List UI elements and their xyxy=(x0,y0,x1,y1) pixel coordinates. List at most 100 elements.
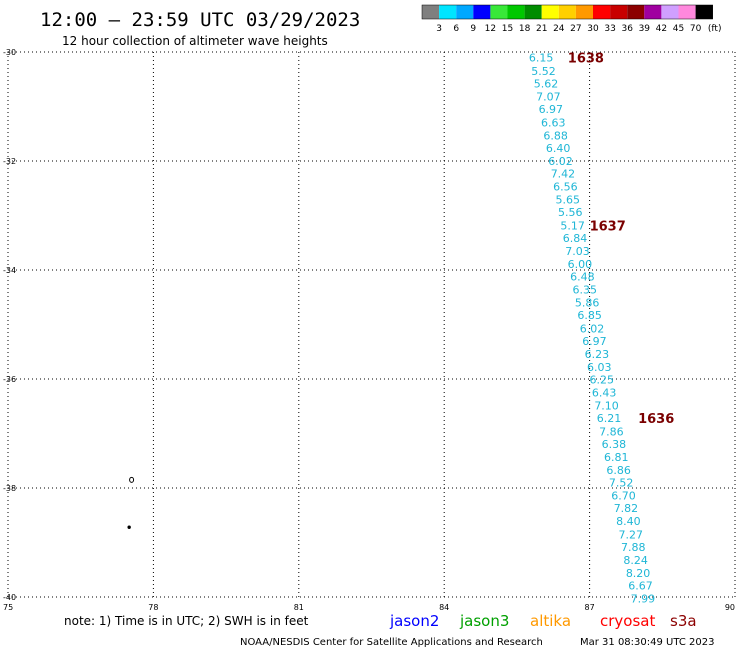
wave-height-label: 7.88 xyxy=(621,541,646,554)
wave-height-label: 7.07 xyxy=(536,91,561,104)
wave-height-label: 6.15 xyxy=(529,51,554,64)
wave-height-label: 6.88 xyxy=(543,129,568,142)
pass-time-label: 1637 xyxy=(590,219,626,234)
color-scale-label: 18 xyxy=(519,24,531,34)
color-swatch xyxy=(524,5,542,19)
footer-timestamp: Mar 31 08:30:49 UTC 2023 xyxy=(580,637,715,648)
color-scale-label: 9 xyxy=(470,24,476,34)
wave-height-label: 8.40 xyxy=(616,515,641,528)
wave-height-label: 6.97 xyxy=(539,103,564,116)
wave-height-label: 6.48 xyxy=(570,271,595,284)
color-scale-label: 3 xyxy=(436,24,442,34)
wave-height-label: 7.10 xyxy=(594,400,619,413)
land-features xyxy=(127,476,135,529)
color-swatch xyxy=(678,5,696,19)
color-scale-label: 12 xyxy=(485,24,496,34)
x-tick-label: 84 xyxy=(439,603,449,612)
wave-height-label: 6.43 xyxy=(592,387,617,400)
y-tick-label: -40 xyxy=(3,593,16,602)
y-tick-label: -32 xyxy=(3,157,16,166)
color-swatch xyxy=(541,5,559,19)
satellite-label-cryosat: cryosat xyxy=(600,612,655,630)
wave-height-label: 8.20 xyxy=(626,567,651,580)
color-swatch xyxy=(422,5,440,19)
wave-height-label: 7.86 xyxy=(599,425,624,438)
color-swatch xyxy=(439,5,457,19)
wave-height-label: 6.63 xyxy=(541,116,566,129)
color-scale-legend: 3 6 9 12 15 18 21 24 27 30 33 36 39 42 45 70 (ft) xyxy=(421,4,722,34)
wave-height-label: 6.00 xyxy=(568,258,593,271)
wave-height-label: 6.02 xyxy=(580,322,605,335)
chart-title: 12:00 – 23:59 UTC 03/29/2023 xyxy=(40,9,360,31)
wave-height-label: 6.70 xyxy=(611,490,636,503)
color-scale-label: 6 xyxy=(453,24,459,34)
wave-height-label: 7.82 xyxy=(614,502,639,515)
satellite-label-altika: altika xyxy=(530,612,571,630)
color-scale-label: 42 xyxy=(656,24,667,34)
y-tick-label: -34 xyxy=(3,266,16,275)
wave-height-label: 6.23 xyxy=(585,348,610,361)
axis-ticks: 75 78 81 84 87 90 -30 -32 -34 -36 -38 -40 xyxy=(3,48,735,612)
wave-height-label: 6.38 xyxy=(602,438,627,451)
y-tick-label: -36 xyxy=(3,375,16,384)
wave-height-label: 6.84 xyxy=(563,232,588,245)
wave-height-label: 6.81 xyxy=(604,451,629,464)
wave-height-label: 6.67 xyxy=(628,580,653,593)
x-tick-label: 75 xyxy=(3,603,13,612)
wave-height-label: 8.24 xyxy=(623,554,648,567)
grid xyxy=(7,51,736,598)
color-swatch xyxy=(456,5,474,19)
x-tick-label: 81 xyxy=(294,603,304,612)
x-tick-label: 90 xyxy=(725,603,735,612)
y-tick-label: -38 xyxy=(3,484,16,493)
color-swatch xyxy=(575,5,593,19)
wave-height-label: 5.65 xyxy=(556,194,581,207)
pass-time-label: 1636 xyxy=(638,412,674,427)
wave-height-label: 7.99 xyxy=(631,593,656,606)
wave-height-label: 7.52 xyxy=(609,477,634,490)
satellite-label-jason3: jason3 xyxy=(459,612,509,630)
pass-time-labels: 1638 1637 1636 xyxy=(568,51,674,427)
color-scale-label: 21 xyxy=(536,24,547,34)
color-swatch xyxy=(490,5,508,19)
satellite-label-s3a: s3a xyxy=(670,612,697,630)
color-swatch xyxy=(593,5,611,19)
wave-height-label: 6.25 xyxy=(589,374,614,387)
color-swatch xyxy=(507,5,525,19)
chart-subtitle: 12 hour collection of altimeter wave hei… xyxy=(62,34,328,48)
color-scale-unit: (ft) xyxy=(708,24,722,34)
wave-height-label: 5.52 xyxy=(531,65,556,78)
color-scale-label: 45 xyxy=(673,24,684,34)
wave-height-label: 7.27 xyxy=(619,528,644,541)
color-swatch xyxy=(473,5,491,19)
color-swatch xyxy=(695,5,713,19)
wave-height-label: 6.21 xyxy=(597,412,622,425)
wave-height-label: 6.03 xyxy=(587,361,612,374)
footer-credit: NOAA/NESDIS Center for Satellite Applica… xyxy=(240,637,543,648)
color-swatch xyxy=(558,5,576,19)
color-swatch xyxy=(610,5,628,19)
satellite-legend: jason2 jason3 altika cryosat s3a xyxy=(389,612,697,630)
color-scale-label: 70 xyxy=(690,24,702,34)
color-scale-border xyxy=(421,4,713,20)
color-swatch xyxy=(644,5,662,19)
wave-height-label: 6.02 xyxy=(548,155,573,168)
wave-height-labels: 6.155.525.627.076.976.636.886.406.027.42… xyxy=(529,51,655,605)
wave-height-label: 6.40 xyxy=(546,142,571,155)
color-scale-label: 24 xyxy=(553,24,565,34)
wave-height-label: 5.17 xyxy=(560,219,585,232)
x-tick-label: 87 xyxy=(585,603,595,612)
wave-height-label: 7.42 xyxy=(551,168,576,181)
wave-height-label: 6.97 xyxy=(582,335,607,348)
island-marker xyxy=(129,476,135,483)
color-scale-label: 33 xyxy=(604,24,615,34)
color-swatch xyxy=(627,5,645,19)
wave-height-label: 6.35 xyxy=(573,284,598,297)
wave-height-label: 6.56 xyxy=(553,181,578,194)
wave-height-label: 5.56 xyxy=(558,206,583,219)
wave-height-label: 6.86 xyxy=(606,464,631,477)
color-scale-label: 27 xyxy=(570,24,581,34)
color-swatch xyxy=(661,5,679,19)
wave-height-label: 7.03 xyxy=(565,245,590,258)
